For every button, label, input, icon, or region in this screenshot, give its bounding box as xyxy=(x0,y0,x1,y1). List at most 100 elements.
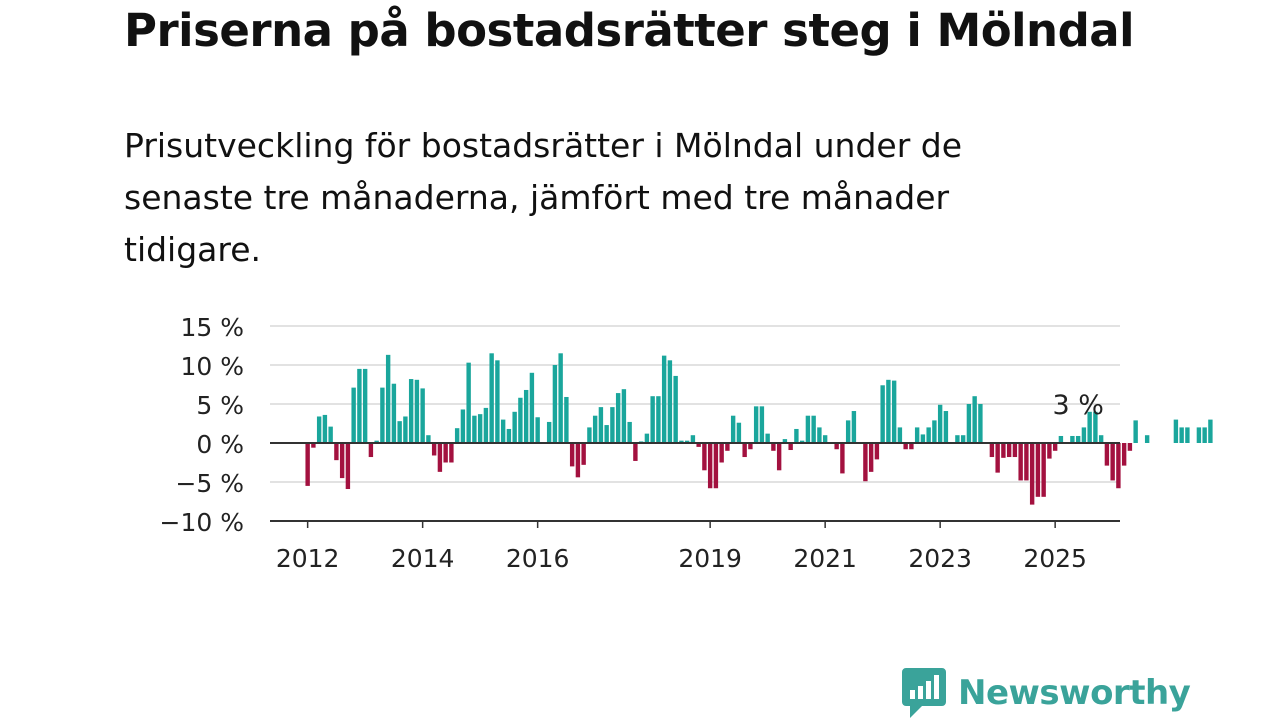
bar xyxy=(380,387,385,443)
bar xyxy=(880,385,885,443)
bar xyxy=(788,443,793,451)
bar xyxy=(1058,435,1064,443)
bar xyxy=(385,354,391,443)
bar xyxy=(420,388,425,443)
bar xyxy=(1185,427,1190,443)
bar xyxy=(1104,443,1110,466)
bar xyxy=(615,393,621,443)
bar xyxy=(1024,443,1029,481)
bar xyxy=(627,421,632,443)
bar xyxy=(604,425,609,443)
x-tick-label: 2025 xyxy=(1023,544,1087,573)
bar xyxy=(610,407,615,443)
bar xyxy=(1001,443,1006,458)
bar xyxy=(633,443,638,461)
newsworthy-logo-icon xyxy=(902,668,946,718)
bar xyxy=(414,379,420,443)
bar xyxy=(472,415,477,443)
bar xyxy=(397,421,402,443)
bar xyxy=(713,443,719,489)
y-tick-label: 15 % xyxy=(180,313,244,342)
bar xyxy=(903,443,908,450)
gridlines xyxy=(270,325,1120,483)
bar xyxy=(592,415,598,443)
bar xyxy=(673,375,678,443)
bar xyxy=(351,387,356,443)
x-tick-label: 2021 xyxy=(793,544,857,573)
bar xyxy=(454,428,460,443)
bar xyxy=(753,406,759,443)
bar xyxy=(374,440,379,443)
bar xyxy=(891,380,897,443)
bar xyxy=(564,396,569,443)
bar xyxy=(500,419,506,443)
bar xyxy=(357,368,362,443)
bar xyxy=(345,443,351,490)
bar xyxy=(937,404,943,443)
bar xyxy=(851,411,857,443)
bar xyxy=(742,443,747,458)
bar xyxy=(311,443,316,448)
bar xyxy=(322,414,328,443)
bar xyxy=(845,420,851,443)
bar xyxy=(1093,411,1098,443)
bar xyxy=(495,360,500,443)
bar xyxy=(1006,443,1012,458)
bar xyxy=(518,397,523,443)
bar xyxy=(667,360,673,443)
bar xyxy=(759,406,765,443)
bar xyxy=(368,443,374,458)
bar xyxy=(483,407,489,443)
y-axis-labels: 15 % 10 % 5 % 0 % −5 % −10 % xyxy=(160,313,244,537)
bar xyxy=(426,435,431,443)
bar xyxy=(1179,427,1184,443)
bar xyxy=(339,443,345,479)
bar xyxy=(978,404,983,443)
bar xyxy=(1047,443,1052,459)
bar xyxy=(581,443,586,465)
x-tick-label: 2023 xyxy=(908,544,972,573)
bar xyxy=(909,443,914,450)
bar xyxy=(431,443,437,456)
bar xyxy=(1035,443,1041,497)
bar xyxy=(1070,435,1075,443)
bar xyxy=(707,443,713,489)
bar xyxy=(512,411,517,443)
bar xyxy=(644,433,650,443)
bar xyxy=(558,353,563,443)
bar xyxy=(771,443,776,451)
bar xyxy=(460,409,466,443)
bar xyxy=(748,443,753,450)
bar xyxy=(966,404,972,443)
bar xyxy=(684,440,690,443)
latest-value-annotation: 3 % xyxy=(1052,390,1103,421)
bar xyxy=(943,411,949,443)
bar xyxy=(932,420,937,443)
bar xyxy=(316,416,322,443)
bar xyxy=(840,443,845,474)
bar xyxy=(656,396,661,443)
bar xyxy=(477,414,483,443)
bar xyxy=(805,415,811,443)
bar xyxy=(702,443,707,471)
bar xyxy=(868,443,874,472)
bar xyxy=(489,353,494,443)
bar xyxy=(449,443,454,463)
bar xyxy=(995,443,1000,473)
bar xyxy=(443,443,448,463)
bar xyxy=(730,415,736,443)
y-tick-label: 0 % xyxy=(196,430,244,459)
y-tick-label: −5 % xyxy=(175,469,244,498)
bar xyxy=(1041,443,1046,497)
bar xyxy=(782,439,788,443)
bar xyxy=(1133,420,1138,443)
bar xyxy=(1018,443,1023,481)
bar xyxy=(690,435,696,443)
bar xyxy=(1121,443,1127,466)
bar xyxy=(874,443,880,460)
bar xyxy=(529,372,535,443)
bar xyxy=(328,426,333,443)
bar xyxy=(334,443,339,461)
bar xyxy=(1075,435,1081,443)
bar xyxy=(1144,435,1150,443)
